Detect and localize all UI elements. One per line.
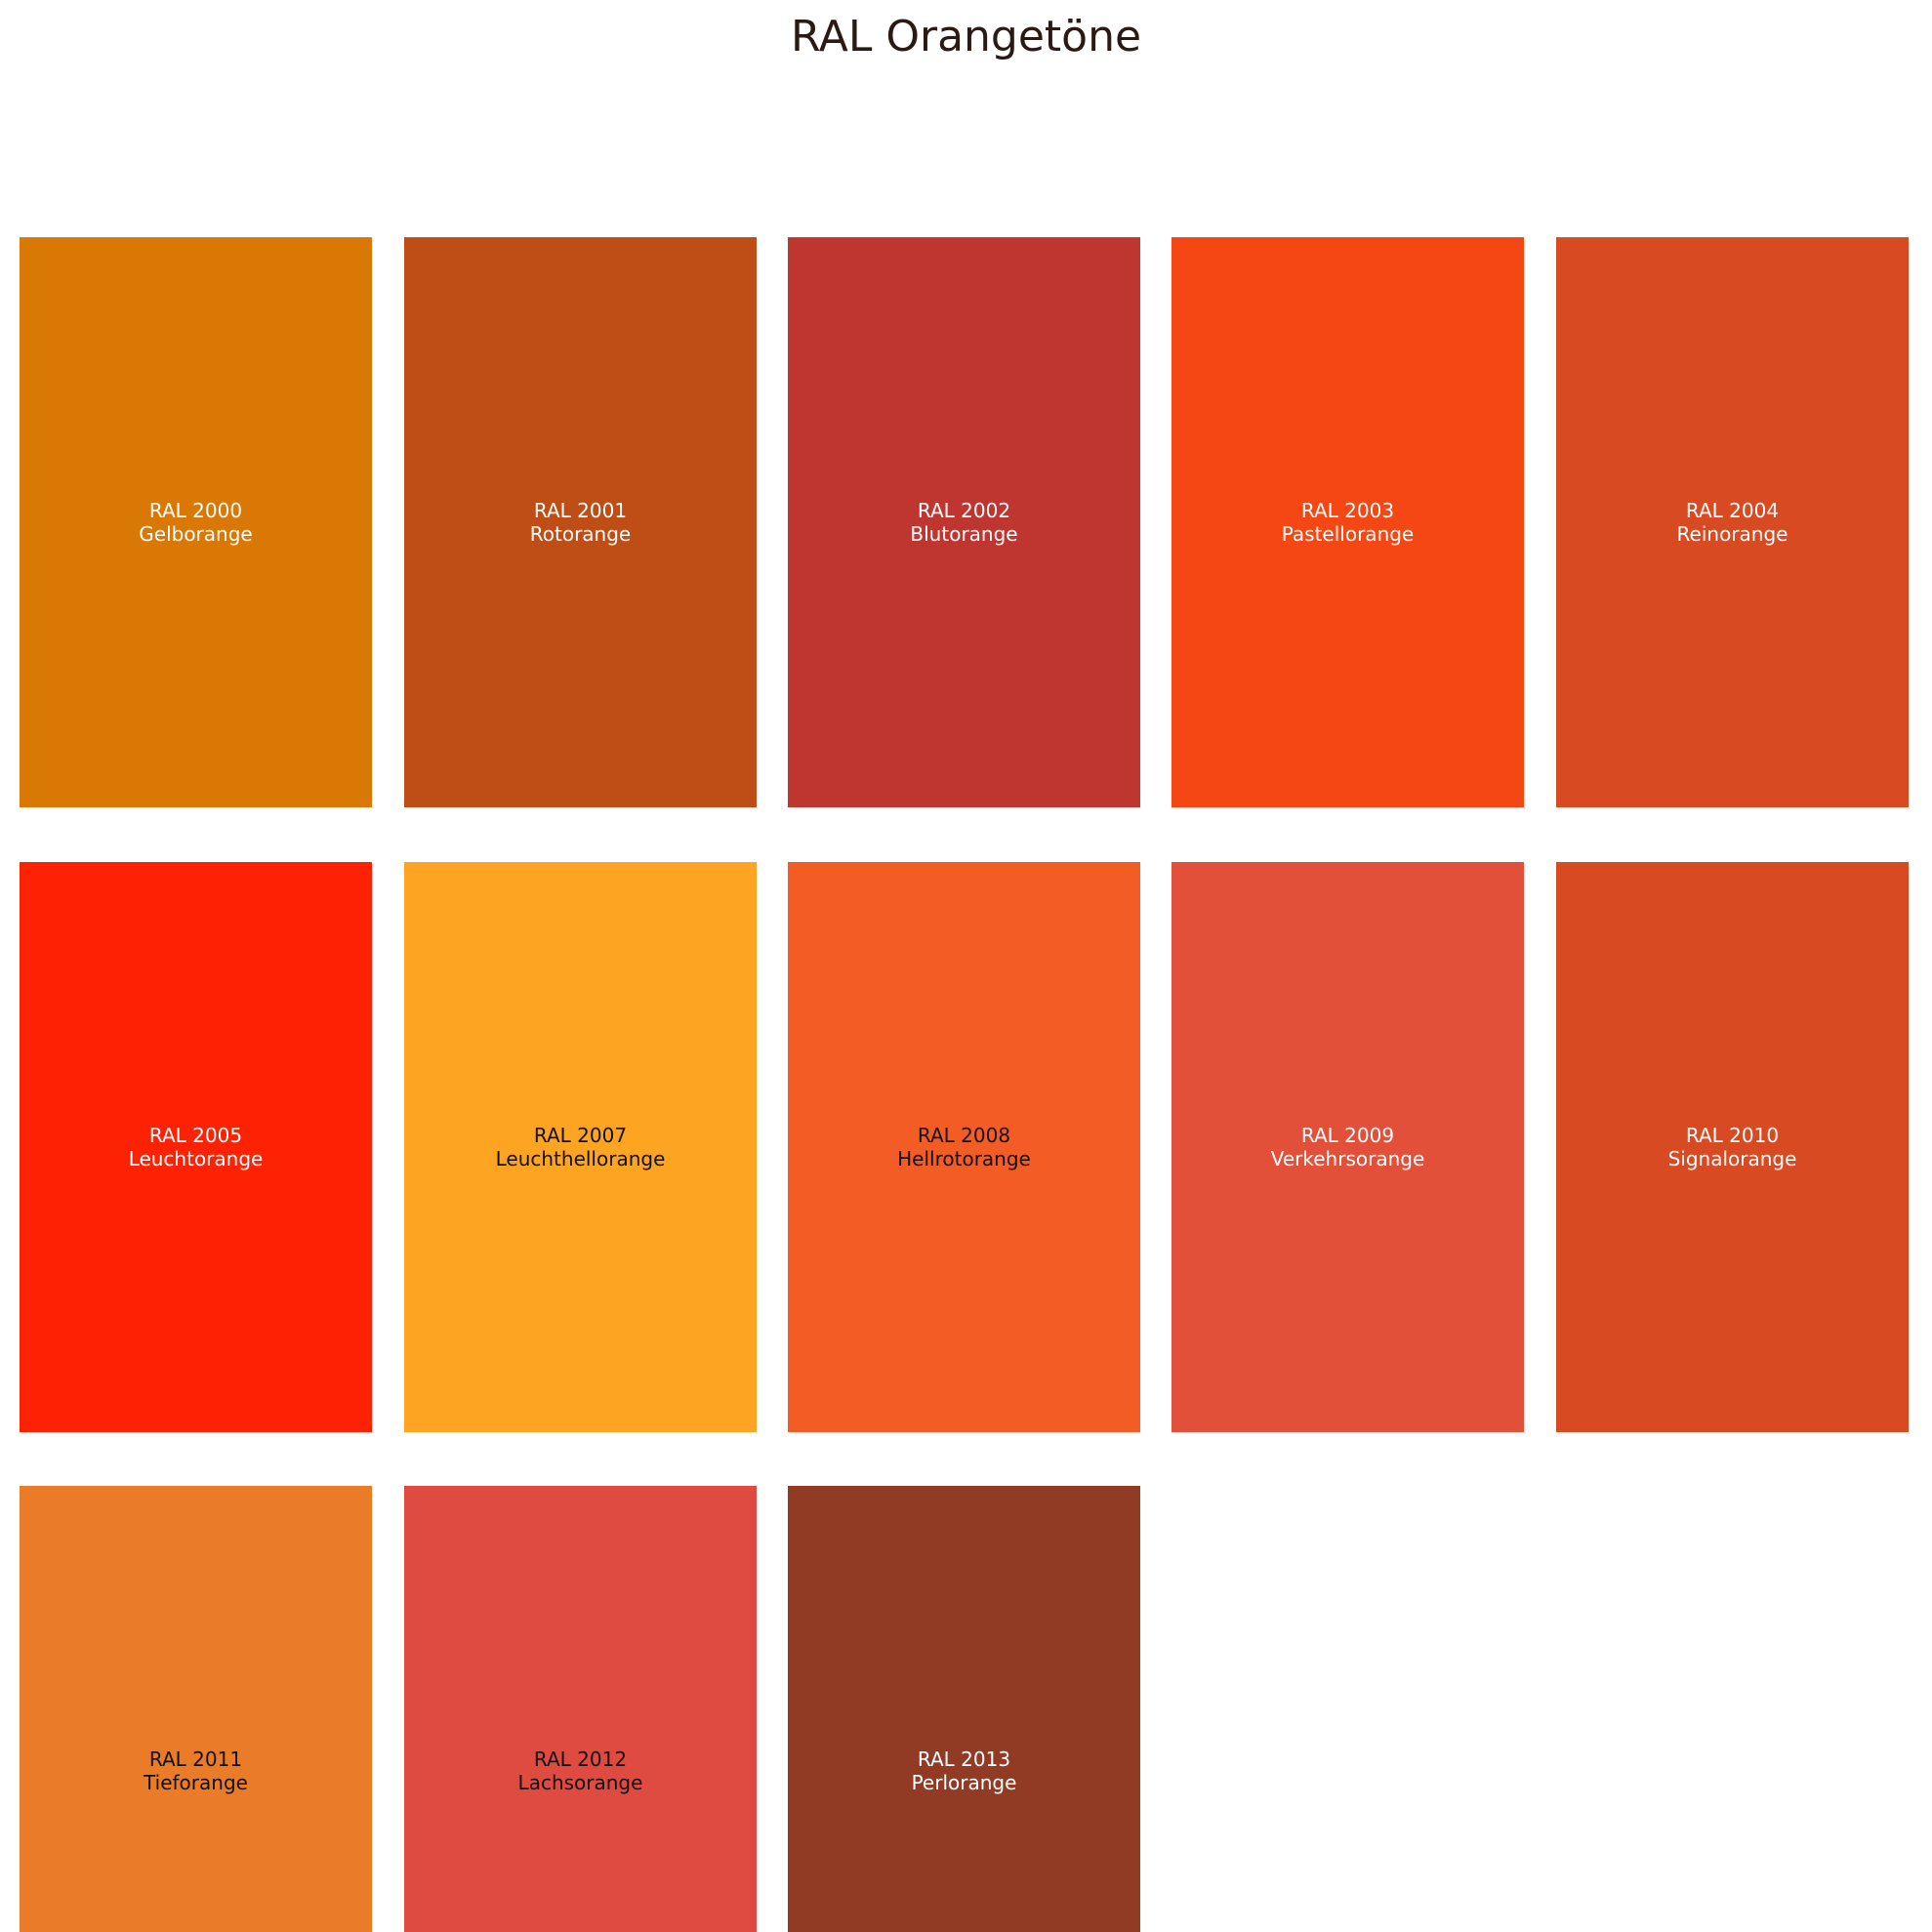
swatch-code: RAL 2005 [148, 1124, 243, 1147]
swatch-code: RAL 2013 [917, 1747, 1011, 1771]
page-title: RAL Orangetöne [790, 12, 1142, 62]
swatch: RAL 2010 Signalorange [1556, 862, 1909, 1432]
swatch-code: RAL 2000 [148, 499, 243, 522]
swatch-name: Gelborange [139, 522, 253, 546]
swatch-code: RAL 2007 [533, 1124, 628, 1147]
swatch: RAL 2003 Pastellorange [1172, 237, 1524, 807]
swatch-code: RAL 2008 [917, 1124, 1011, 1147]
swatch-code: RAL 2002 [917, 499, 1011, 522]
swatch-name: Pastellorange [1281, 522, 1415, 546]
swatch: RAL 2001 Rotorange [404, 237, 757, 807]
swatch-name: Lachsorange [517, 1771, 643, 1794]
swatch: RAL 2007 Leuchthellorange [404, 862, 757, 1432]
swatch-name: Verkehrsorange [1270, 1147, 1425, 1171]
swatch-name: Signalorange [1667, 1147, 1797, 1171]
swatch-name: Leuchthellorange [495, 1147, 666, 1171]
swatch: RAL 2005 Leuchtorange [20, 862, 372, 1432]
swatch: RAL 2002 Blutorange [788, 237, 1140, 807]
swatch-name: Leuchtorange [128, 1147, 264, 1171]
swatch: RAL 2009 Verkehrsorange [1172, 862, 1524, 1432]
swatch: RAL 2004 Reinorange [1556, 237, 1909, 807]
swatch: RAL 2011 Tieforange [20, 1486, 372, 1932]
swatch-code: RAL 2010 [1685, 1124, 1780, 1147]
swatch-name: Perlorange [911, 1771, 1017, 1794]
swatch-name: Reinorange [1676, 522, 1788, 546]
swatch-name: Blutorange [910, 522, 1018, 546]
swatch: RAL 2008 Hellrotorange [788, 862, 1140, 1432]
swatch-name: Rotorange [529, 522, 632, 546]
swatch-name: Tieforange [144, 1771, 248, 1794]
swatch: RAL 2000 Gelborange [20, 237, 372, 807]
swatch-code: RAL 2012 [533, 1747, 628, 1771]
swatch-name: Hellrotorange [897, 1147, 1031, 1171]
swatch-code: RAL 2001 [533, 499, 628, 522]
swatch-code: RAL 2009 [1300, 1124, 1395, 1147]
swatch-code: RAL 2011 [148, 1747, 243, 1771]
swatch-code: RAL 2003 [1300, 499, 1395, 522]
swatch-code: RAL 2004 [1685, 499, 1780, 522]
swatch: RAL 2012 Lachsorange [404, 1486, 757, 1932]
swatch: RAL 2013 Perlorange [788, 1486, 1140, 1932]
